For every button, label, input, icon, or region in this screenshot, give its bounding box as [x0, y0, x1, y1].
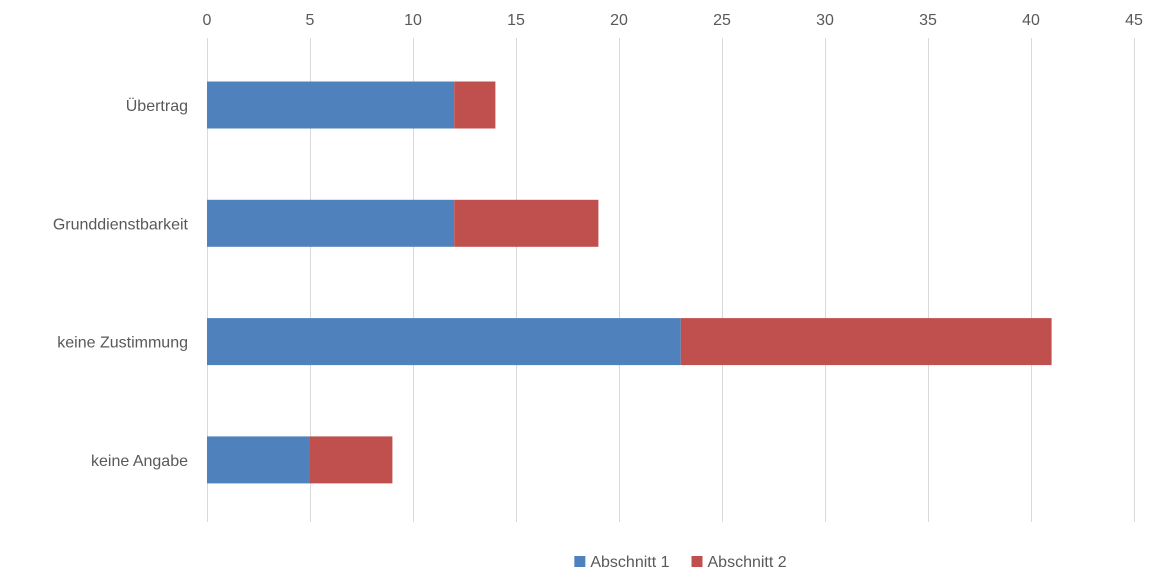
x-tick-label-20: 20 — [610, 12, 628, 29]
bar-1-1 — [207, 81, 455, 129]
bar-2-1 — [454, 81, 496, 129]
category-label-1: Übertrag — [126, 97, 188, 115]
bars — [207, 81, 1052, 484]
x-tick-label-15: 15 — [507, 12, 525, 29]
category-labels: Übertrag Grunddienstbarkeit keine Zustimmu… — [53, 97, 189, 470]
legend-swatch-2 — [691, 556, 703, 567]
x-tick-label-5: 5 — [306, 12, 315, 29]
x-tick-label-10: 10 — [404, 12, 422, 29]
legend-item-2: Abschnitt 2 — [691, 554, 787, 571]
category-label-4: keine Angabe — [91, 453, 188, 470]
x-tick-label-35: 35 — [919, 12, 937, 29]
x-tick-label-45: 45 — [1125, 12, 1143, 29]
legend-label-2: Abschnitt 2 — [708, 554, 787, 571]
category-label-3: keine Zustimmung — [57, 335, 188, 352]
bar-1-3 — [207, 318, 681, 366]
x-tick-label-25: 25 — [713, 12, 731, 29]
x-tick-label-0: 0 — [203, 12, 212, 29]
category-label-2: Grunddienstbarkeit — [53, 216, 189, 233]
bar-2-2 — [454, 199, 599, 247]
x-tick-label-30: 30 — [816, 12, 834, 29]
legend-label-1: Abschnitt 1 — [590, 554, 669, 571]
legend-swatch-1 — [574, 556, 586, 567]
x-tick-label-40: 40 — [1022, 12, 1040, 29]
legend-item-1: Abschnitt 1 — [574, 554, 670, 571]
bar-1-4 — [207, 436, 310, 484]
bar-1-2 — [207, 199, 455, 247]
x-axis-tick-labels: 0 5 10 15 20 25 30 35 40 45 — [203, 12, 1143, 29]
bar-2-3 — [680, 318, 1052, 366]
bar-2-4 — [310, 436, 393, 484]
legend: Abschnitt 1 Abschnitt 2 — [574, 554, 787, 571]
